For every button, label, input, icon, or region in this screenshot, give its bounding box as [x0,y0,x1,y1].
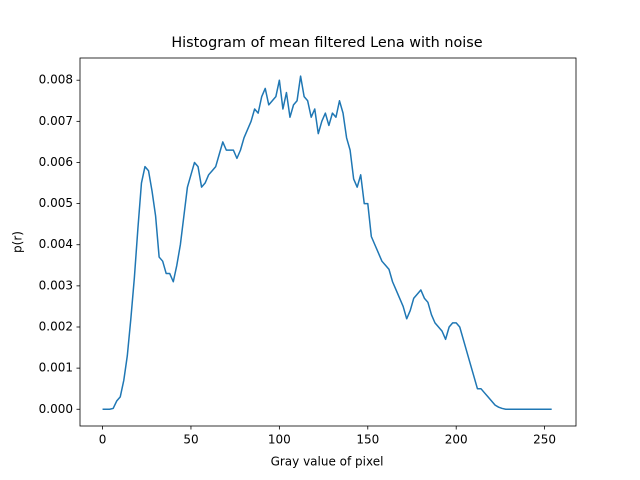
y-tick-label: 0.001 [39,361,73,375]
y-tick-label: 0.005 [39,196,73,210]
chart-title: Histogram of mean filtered Lena with noi… [171,35,482,51]
x-tick-label: 200 [445,433,468,447]
plot-frame [79,57,577,427]
y-tick-label: 0.003 [39,278,73,292]
x-tick-label: 250 [533,433,556,447]
x-tick-label: 150 [356,433,379,447]
x-tick-label: 0 [99,433,107,447]
y-axis-label: p(r) [11,231,25,253]
y-tick-label: 0.004 [39,237,73,251]
y-tick-label: 0.002 [39,319,73,333]
y-tick-label: 0.000 [39,402,73,416]
y-tick-label: 0.008 [39,73,73,87]
y-tick-label: 0.006 [39,155,73,169]
y-tick-label: 0.007 [39,114,73,128]
x-tick-label: 50 [183,433,198,447]
data-line [102,75,552,411]
x-tick-label: 100 [268,433,291,447]
x-axis-label: Gray value of pixel [271,455,384,469]
